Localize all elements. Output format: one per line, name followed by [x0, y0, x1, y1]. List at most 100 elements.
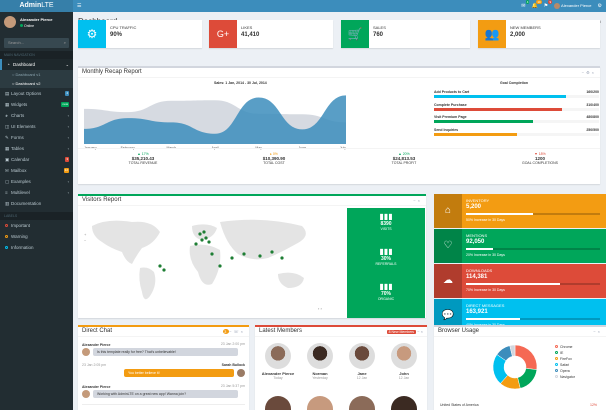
- map-south-america: [139, 267, 156, 300]
- user-menu[interactable]: Alexander Pierce: [554, 3, 592, 9]
- notifications-badge: 10: [536, 0, 542, 4]
- multilevel-icon: ≡: [5, 190, 8, 195]
- footer-country[interactable]: United States of America: [440, 403, 479, 407]
- sidebar-item-charts[interactable]: ◕ Charts ‹: [0, 110, 73, 121]
- info-card-title: INVENTORY: [466, 198, 490, 203]
- sidebar-search-input[interactable]: Search... ⌕: [4, 38, 69, 48]
- chat-message: Alexander Pierce 23 Jan 5:37 pm Working wi…: [82, 384, 245, 402]
- collapse-icon[interactable]: −: [413, 198, 418, 203]
- close-icon[interactable]: ×: [597, 329, 602, 334]
- donut-slice-chrome[interactable]: [514, 344, 538, 370]
- map-marker[interactable]: [198, 232, 202, 236]
- member-date: 12 Jan: [398, 376, 410, 380]
- map-marker[interactable]: [207, 240, 211, 244]
- map-zoom-in-icon[interactable]: +: [84, 232, 87, 237]
- member-item[interactable]: Norman Yesterday: [300, 343, 340, 380]
- member-item[interactable]: Alexander Pierce Today: [258, 343, 298, 380]
- notifications-icon[interactable]: 🔔 10: [531, 0, 542, 9]
- member-item[interactable]: John 12 Jan: [384, 343, 424, 380]
- map-africa: [189, 244, 221, 285]
- close-icon[interactable]: ×: [420, 329, 423, 334]
- avatar: [82, 348, 90, 356]
- map-marker[interactable]: [202, 230, 206, 234]
- avatar[interactable]: [391, 396, 417, 410]
- member-date: 12 Jan: [356, 376, 368, 380]
- collapse-icon[interactable]: −: [581, 70, 587, 75]
- map-marker[interactable]: [158, 264, 162, 268]
- close-icon[interactable]: ×: [240, 329, 245, 334]
- browser-usage-box: Browser Usage −×: [434, 325, 606, 410]
- legend-item: IE: [555, 351, 575, 357]
- world-map[interactable]: [82, 212, 340, 312]
- goal-progress-0: Add Products to Cart 160/200: [434, 90, 599, 98]
- member-item[interactable]: Jane 12 Jan: [342, 343, 382, 380]
- label-information[interactable]: Information: [0, 242, 73, 253]
- map-marker[interactable]: [258, 254, 262, 258]
- sidebar-item-layout-options[interactable]: ▤ Layout Options 4: [0, 88, 73, 99]
- circle-icon: [555, 375, 558, 378]
- map-marker[interactable]: [210, 252, 214, 256]
- logo[interactable]: AdminLTE: [0, 0, 73, 12]
- label-important[interactable]: Important: [0, 220, 73, 231]
- tasks-icon[interactable]: ⚑ 9: [543, 0, 553, 9]
- sidebar-item-mailbox[interactable]: ✉ Mailbox 12: [0, 165, 73, 176]
- box-title: Direct Chat: [82, 328, 113, 334]
- map-marker[interactable]: [270, 250, 274, 254]
- visitor-stat-visits: ▮▮▮ 8390 VISITS: [347, 212, 425, 250]
- info-card-value: 5,200: [466, 204, 482, 210]
- search-icon[interactable]: ⌕: [63, 40, 66, 45]
- avatar[interactable]: [265, 396, 291, 410]
- stat-label: GOAL COMPLETIONS: [521, 161, 559, 165]
- close-icon[interactable]: ×: [591, 70, 596, 75]
- sidebar-item-dashboard-v1[interactable]: ○ Dashboard v1: [0, 70, 73, 79]
- progress-fill: [466, 213, 533, 215]
- collapse-icon[interactable]: −: [417, 329, 420, 334]
- visitor-stat-value: 30%: [380, 256, 391, 262]
- sidebar-item-widgets[interactable]: ▦ Widgets new: [0, 99, 73, 110]
- messages-icon[interactable]: ✉ 4: [521, 0, 530, 9]
- sidebar-item-ui-elements[interactable]: ◫ UI Elements ‹: [0, 121, 73, 132]
- avatar[interactable]: [307, 396, 333, 410]
- collapse-icon[interactable]: −: [593, 329, 598, 334]
- ui-elements-icon: ◫: [5, 124, 10, 129]
- close-icon[interactable]: ×: [417, 198, 422, 203]
- sidebar-item-examples[interactable]: ▢ Examples ‹: [0, 176, 73, 187]
- sidebar-item-multilevel[interactable]: ≡ Multilevel ‹: [0, 187, 73, 198]
- collapse-icon[interactable]: −: [229, 329, 234, 334]
- avatar[interactable]: [349, 396, 375, 410]
- control-sidebar-gear-icon[interactable]: ⚙: [597, 3, 602, 9]
- map-marker[interactable]: [200, 238, 204, 242]
- stat-label: TOTAL REVENUE: [128, 161, 158, 165]
- donut-slice-navigator[interactable]: [509, 344, 516, 357]
- label-warning[interactable]: Warning: [0, 231, 73, 242]
- sidebar-item-documentation[interactable]: ▥ Documentation: [0, 198, 73, 209]
- map-marker[interactable]: [242, 252, 246, 256]
- chevron-left-icon: ‹: [67, 113, 69, 118]
- map-marker[interactable]: [218, 264, 222, 268]
- wrench-icon[interactable]: ⚙: [586, 70, 592, 75]
- sidebar-item-dashboard-v2[interactable]: ○ Dashboard v2: [0, 79, 73, 88]
- user-panel: Alexander Pierce Online: [0, 12, 73, 36]
- map-markers: [158, 230, 284, 272]
- map-pager[interactable]: ‹ ›: [318, 306, 322, 311]
- map-marker[interactable]: [194, 242, 198, 246]
- map-marker[interactable]: [162, 268, 166, 272]
- avatar: [554, 3, 561, 9]
- sales-area-chart: JanuaryFebruaryMarchAprilMayJuneJuly: [84, 95, 346, 150]
- map-marker[interactable]: [204, 236, 208, 240]
- stat-label: TOTAL PROFIT: [391, 161, 417, 165]
- sidebar-toggle-icon[interactable]: ☰: [77, 3, 82, 9]
- box-title: Latest Members: [259, 328, 303, 334]
- map-marker[interactable]: [280, 256, 284, 260]
- sidebar-item-forms[interactable]: ✎ Forms ‹: [0, 132, 73, 143]
- map-zoom-out-icon[interactable]: −: [84, 238, 87, 243]
- sidebar-item-calendar[interactable]: ▣ Calendar 3: [0, 154, 73, 165]
- contacts-icon[interactable]: ☏: [233, 329, 241, 334]
- legend-item: Opera: [555, 369, 575, 375]
- map-australia: [278, 272, 304, 288]
- sidebar-item-dashboard[interactable]: ◔ Dashboard ⌄: [0, 59, 73, 70]
- donut-slice-ie[interactable]: [517, 368, 538, 389]
- sidebar-item-tables[interactable]: ▦ Tables ‹: [0, 143, 73, 154]
- map-marker[interactable]: [230, 256, 234, 260]
- goal-value: 250/500: [586, 127, 599, 132]
